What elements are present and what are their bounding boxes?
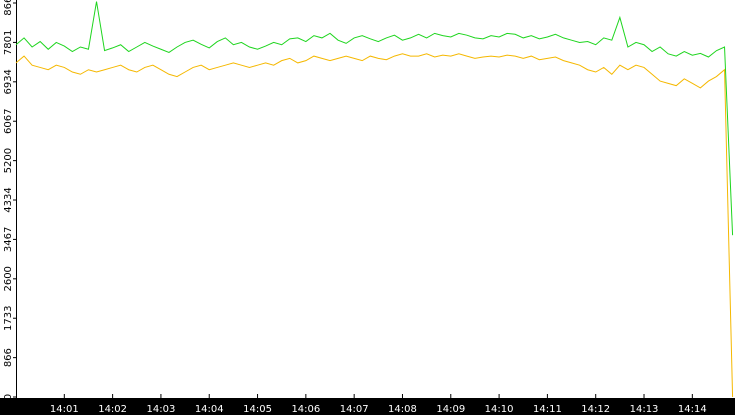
y-tick-label: 0 [3, 394, 14, 400]
y-tick-label: 5200 [3, 148, 14, 173]
y-tick-label: 4334 [3, 187, 14, 212]
y-tick-label: 8668 [3, 0, 14, 16]
x-tick-label: 14:07 [340, 404, 369, 415]
x-tick-label: 14:08 [388, 404, 417, 415]
x-tick-label: 14:02 [98, 404, 127, 415]
x-tick-label: 14:04 [195, 404, 224, 415]
y-tick-label: 866 [3, 348, 14, 367]
x-tick-label: 14:06 [291, 404, 320, 415]
y-tick-label: 3467 [3, 227, 14, 252]
x-tick-label: 14:05 [243, 404, 272, 415]
x-tick-label: 14:09 [436, 404, 465, 415]
y-tick-label: 1733 [3, 306, 14, 331]
series-line [15, 53, 734, 398]
y-tick-label: 2600 [3, 266, 14, 291]
x-tick-label: 14:14 [678, 404, 707, 415]
y-tick-label: 6067 [3, 109, 14, 134]
x-tick-label: 14:01 [50, 404, 79, 415]
y-tick-label: 6934 [3, 69, 14, 94]
y-tick-label: 7801 [3, 30, 14, 55]
x-tick-label: 14:11 [533, 404, 562, 415]
x-tick-label: 14:12 [581, 404, 610, 415]
x-tick-label: 14:10 [485, 404, 514, 415]
x-axis-band [0, 398, 735, 415]
x-tick-label: 14:13 [630, 404, 659, 415]
series-line [15, 1, 734, 236]
x-tick-label: 14:03 [147, 404, 176, 415]
